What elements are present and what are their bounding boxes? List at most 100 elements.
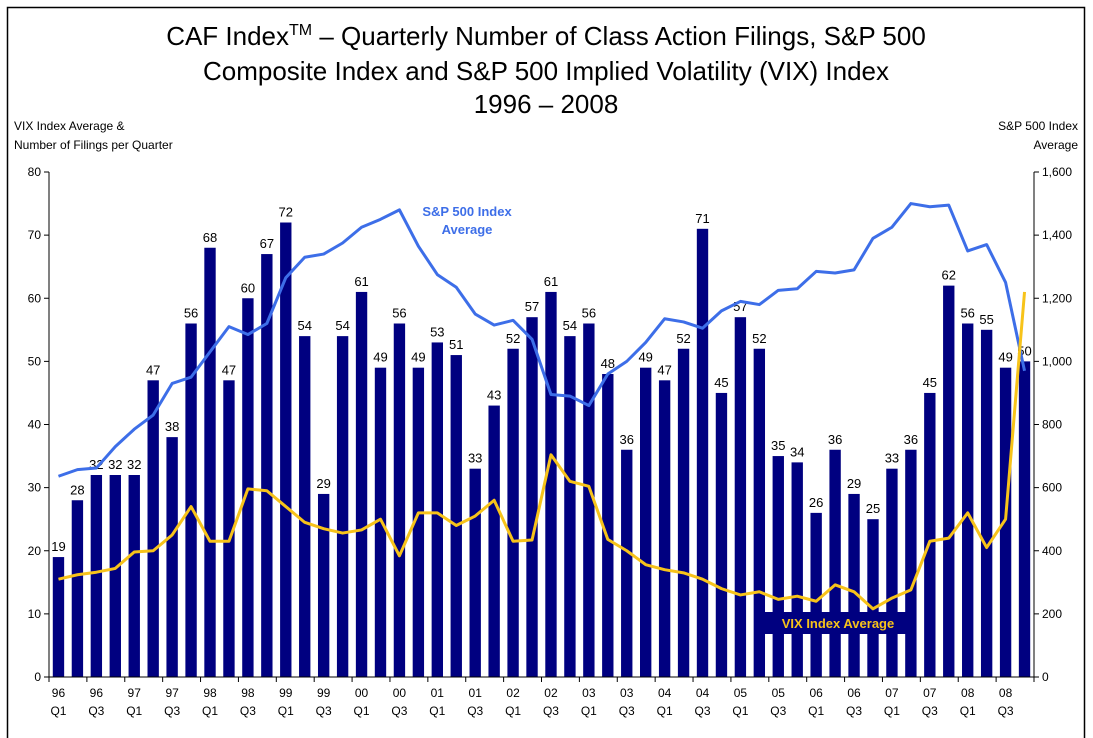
data-label: 54 bbox=[297, 318, 311, 333]
y2-tick-label: 1,400 bbox=[1042, 228, 1072, 242]
bar bbox=[90, 475, 103, 677]
bar bbox=[336, 336, 349, 677]
data-label: 61 bbox=[544, 274, 558, 289]
x-tick-label: 05 bbox=[734, 686, 748, 700]
x-tick-label: Q1 bbox=[505, 704, 521, 718]
y-axis-label: VIX Index Average & bbox=[14, 119, 125, 133]
y-tick-label: 30 bbox=[28, 481, 42, 495]
x-tick-label: 99 bbox=[279, 686, 293, 700]
bar bbox=[223, 380, 235, 677]
bar bbox=[469, 468, 481, 677]
bar bbox=[734, 317, 747, 677]
data-label: 49 bbox=[998, 350, 1012, 365]
x-tick-label: 97 bbox=[165, 686, 179, 700]
data-label: 36 bbox=[904, 432, 918, 447]
x-tick-label: Q1 bbox=[732, 704, 748, 718]
data-label: 28 bbox=[70, 482, 84, 497]
y-tick-label: 60 bbox=[28, 291, 42, 305]
y-tick-label: 70 bbox=[28, 228, 42, 242]
bar bbox=[128, 475, 140, 677]
y2-tick-label: 0 bbox=[1042, 670, 1049, 684]
data-label: 56 bbox=[392, 306, 406, 321]
data-label: 55 bbox=[979, 312, 993, 327]
x-tick-label: 05 bbox=[772, 686, 786, 700]
bar bbox=[867, 519, 879, 677]
y2-tick-label: 400 bbox=[1042, 544, 1062, 558]
x-tick-label: 97 bbox=[128, 686, 142, 700]
bar bbox=[602, 374, 614, 677]
x-tick-label: Q3 bbox=[467, 704, 483, 718]
data-label: 47 bbox=[657, 362, 671, 377]
bar bbox=[829, 449, 841, 677]
bar bbox=[810, 512, 822, 677]
x-tick-label: Q3 bbox=[619, 704, 635, 718]
x-tick-label: 00 bbox=[355, 686, 369, 700]
data-label: 32 bbox=[127, 457, 141, 472]
data-label: 36 bbox=[620, 432, 634, 447]
data-label: 43 bbox=[487, 388, 501, 403]
bar bbox=[317, 493, 330, 677]
bar bbox=[980, 329, 993, 677]
data-label: 52 bbox=[752, 331, 766, 346]
x-tick-label: 06 bbox=[847, 686, 861, 700]
bar bbox=[621, 449, 633, 677]
bar bbox=[431, 342, 443, 677]
bar bbox=[526, 317, 538, 677]
bar bbox=[355, 291, 368, 677]
bar bbox=[166, 437, 178, 677]
x-tick-label: Q1 bbox=[581, 704, 597, 718]
bar bbox=[545, 291, 557, 677]
x-tick-label: 07 bbox=[885, 686, 899, 700]
x-tick-label: Q3 bbox=[770, 704, 786, 718]
bar bbox=[999, 367, 1012, 677]
x-tick-label: Q1 bbox=[354, 704, 370, 718]
x-tick-label: 02 bbox=[544, 686, 558, 700]
data-label: 71 bbox=[695, 211, 709, 226]
x-tick-label: Q3 bbox=[543, 704, 559, 718]
bar bbox=[204, 247, 216, 677]
data-label: 36 bbox=[828, 432, 842, 447]
data-label: 47 bbox=[146, 362, 160, 377]
data-label: 49 bbox=[638, 350, 652, 365]
x-tick-label: Q1 bbox=[278, 704, 294, 718]
x-tick-label: 96 bbox=[90, 686, 104, 700]
data-label: 29 bbox=[316, 476, 330, 491]
data-label: 49 bbox=[411, 350, 425, 365]
x-tick-label: 03 bbox=[582, 686, 596, 700]
bar bbox=[488, 405, 500, 677]
data-label: 54 bbox=[563, 318, 577, 333]
bar bbox=[450, 355, 462, 677]
series-label: Average bbox=[442, 222, 493, 237]
x-tick-label: Q3 bbox=[88, 704, 104, 718]
data-label: 38 bbox=[165, 419, 179, 434]
bar bbox=[696, 228, 709, 677]
data-label: 61 bbox=[354, 274, 368, 289]
series-label: VIX Index Average bbox=[782, 616, 894, 631]
x-tick-label: 08 bbox=[999, 686, 1013, 700]
x-tick-label: Q1 bbox=[126, 704, 142, 718]
x-tick-label: 03 bbox=[620, 686, 634, 700]
data-label: 32 bbox=[108, 457, 122, 472]
data-label: 19 bbox=[51, 539, 65, 554]
bar bbox=[52, 557, 65, 677]
x-tick-label: 08 bbox=[961, 686, 975, 700]
data-label: 48 bbox=[601, 356, 615, 371]
x-tick-label: 06 bbox=[809, 686, 823, 700]
data-label: 29 bbox=[847, 476, 861, 491]
data-label: 62 bbox=[942, 268, 956, 283]
data-label: 26 bbox=[809, 495, 823, 510]
x-tick-label: 07 bbox=[923, 686, 937, 700]
x-tick-label: Q1 bbox=[202, 704, 218, 718]
y2-tick-label: 800 bbox=[1042, 418, 1062, 432]
chart-title: CAF IndexTM – Quarterly Number of Class … bbox=[166, 21, 926, 51]
x-tick-label: 02 bbox=[506, 686, 520, 700]
bar bbox=[640, 367, 652, 677]
data-label: 56 bbox=[184, 306, 198, 321]
bar bbox=[147, 380, 159, 677]
data-label: 45 bbox=[923, 375, 937, 390]
data-label: 51 bbox=[449, 337, 463, 352]
data-label: 72 bbox=[279, 205, 293, 220]
data-label: 33 bbox=[885, 451, 899, 466]
bar bbox=[715, 392, 728, 677]
